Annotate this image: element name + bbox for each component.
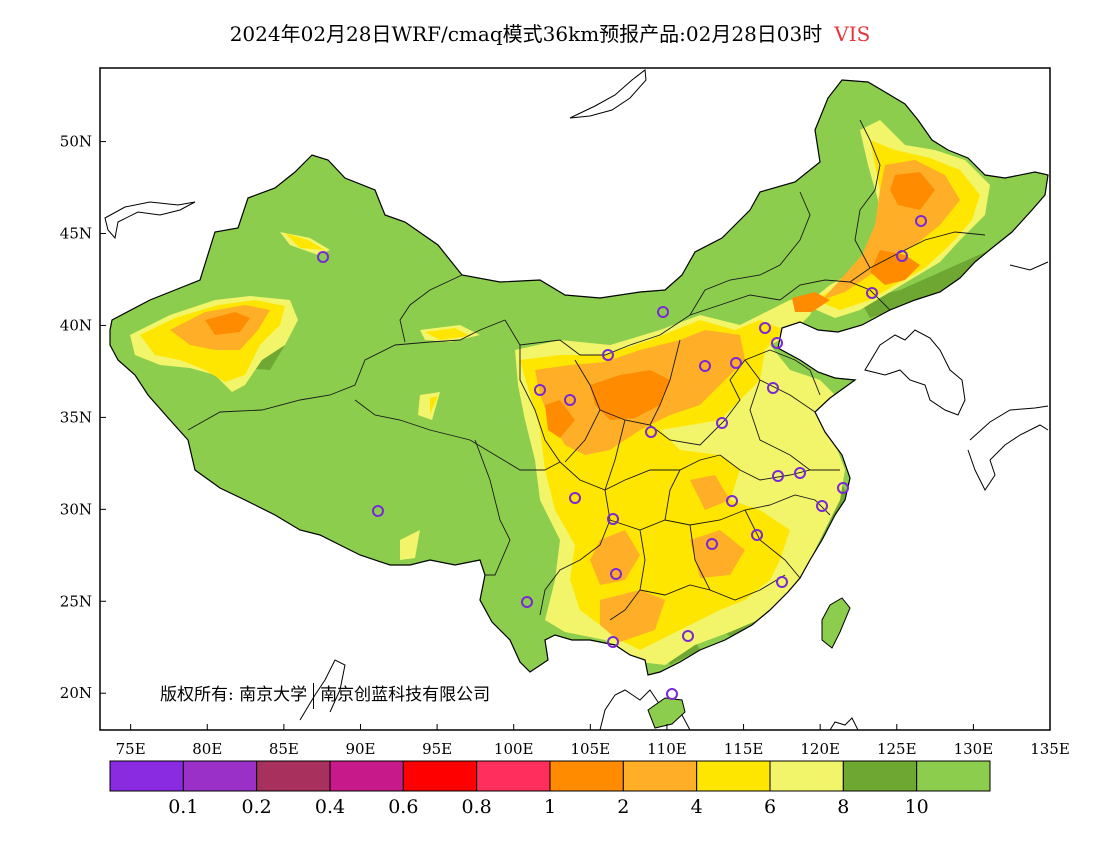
- station-marker: [730, 357, 742, 369]
- title-variable: VIS: [834, 22, 871, 46]
- colorbar-label: 10: [905, 796, 929, 818]
- lat-tick-label: 35N: [60, 408, 92, 426]
- lon-tick-label: 130E: [954, 740, 994, 758]
- lon-tick-label: 75E: [116, 740, 146, 758]
- station-marker: [682, 630, 694, 642]
- station-marker: [751, 529, 763, 541]
- station-marker: [767, 382, 779, 394]
- colorbar-swatch: [476, 760, 551, 792]
- colorbar-swatch: [256, 760, 331, 792]
- lat-tick-label: 30N: [60, 500, 92, 518]
- station-marker: [915, 215, 927, 227]
- colorbar-label: 0.6: [388, 796, 418, 818]
- colorbar-swatch: [329, 760, 404, 792]
- lon-tick-label: 80E: [192, 740, 222, 758]
- lat-tick-label: 45N: [60, 225, 92, 243]
- station-marker: [610, 568, 622, 580]
- lon-tick-label: 115E: [724, 740, 764, 758]
- station-marker: [866, 287, 878, 299]
- colorbar-label: 2: [617, 796, 629, 818]
- station-marker: [666, 688, 678, 700]
- colorbar-label: 0.8: [462, 796, 492, 818]
- station-marker: [794, 467, 806, 479]
- colorbar-label: 0.2: [242, 796, 272, 818]
- station-marker: [759, 322, 771, 334]
- lat-tick-label: 25N: [60, 592, 92, 610]
- axis-ticks: 75E 80E 85E 90E 95E 100E 105E 110E 115E 120E 125E 1…: [60, 133, 1070, 758]
- province-boundaries: [109, 79, 1049, 676]
- station-marker: [776, 576, 788, 588]
- colorbar-swatch: [916, 760, 991, 792]
- coastlines: [104, 69, 1049, 731]
- colorbar-label: 1: [544, 796, 556, 818]
- station-marker: [771, 337, 783, 349]
- station-marker: [534, 384, 546, 396]
- colorbar-swatch: [402, 760, 478, 792]
- colorbar-swatch: [182, 760, 258, 792]
- station-marker: [706, 538, 718, 550]
- station-marker: [569, 492, 581, 504]
- station-marker: [602, 349, 614, 361]
- station-marker: [607, 636, 619, 648]
- colorbar-swatch: [842, 760, 918, 792]
- station-marker: [317, 251, 329, 263]
- map-frame: [99, 67, 1051, 731]
- station-marker: [726, 495, 738, 507]
- islands: [647, 597, 851, 729]
- lon-tick-label: 100E: [494, 740, 534, 758]
- colorbar-swatch: [109, 760, 184, 792]
- credit-prefix: 版权所有:: [160, 685, 234, 705]
- station-marker: [699, 360, 711, 372]
- vis-contours: [130, 120, 1000, 665]
- lon-tick-label: 95E: [422, 740, 452, 758]
- credit-org1: 南京大学: [239, 685, 308, 705]
- colorbar-label: 0.1: [168, 796, 198, 818]
- station-marker: [837, 482, 849, 494]
- colorbar-swatch: [549, 760, 624, 792]
- colorbar: 0.1 0.2 0.4 0.6 0.8 1 2 4 6 8 10: [109, 760, 991, 818]
- map-title: 2024年02月28日WRF/cmaq模式36km预报产品:02月28日03时 V…: [0, 18, 1100, 47]
- colorbar-label: 6: [764, 796, 776, 818]
- title-main: 2024年02月28日WRF/cmaq模式36km预报产品:02月28日03时: [229, 22, 823, 46]
- credit-separator: [313, 682, 315, 709]
- lon-tick-label: 85E: [269, 740, 299, 758]
- station-marker: [372, 505, 384, 517]
- lon-tick-label: 125E: [877, 740, 917, 758]
- colorbar-label: 0.4: [315, 796, 345, 818]
- station-marker: [772, 470, 784, 482]
- station-marker: [607, 513, 619, 525]
- colorbar-swatch: [622, 760, 698, 792]
- lon-tick-label: 135E: [1030, 740, 1070, 758]
- lon-tick-label: 110E: [647, 740, 687, 758]
- copyright-credit: 版权所有: 南京大学 南京创蓝科技有限公司: [160, 680, 490, 709]
- lat-tick-label: 50N: [60, 133, 92, 151]
- lat-tick-label: 40N: [60, 316, 92, 334]
- station-marker: [564, 394, 576, 406]
- station-markers: [317, 215, 927, 700]
- station-marker: [816, 500, 828, 512]
- lat-tick-label: 20N: [60, 684, 92, 702]
- colorbar-swatch: [769, 760, 844, 792]
- lon-tick-label: 120E: [800, 740, 840, 758]
- station-marker: [896, 250, 908, 262]
- lon-tick-label: 105E: [571, 740, 611, 758]
- station-marker: [716, 417, 728, 429]
- colorbar-label: 8: [837, 796, 849, 818]
- lon-tick-label: 90E: [345, 740, 375, 758]
- station-marker: [645, 426, 657, 438]
- station-marker: [521, 596, 533, 608]
- credit-org2: 南京创蓝科技有限公司: [320, 685, 491, 705]
- station-marker: [657, 306, 669, 318]
- colorbar-label: 4: [691, 796, 703, 818]
- colorbar-swatch: [696, 760, 771, 792]
